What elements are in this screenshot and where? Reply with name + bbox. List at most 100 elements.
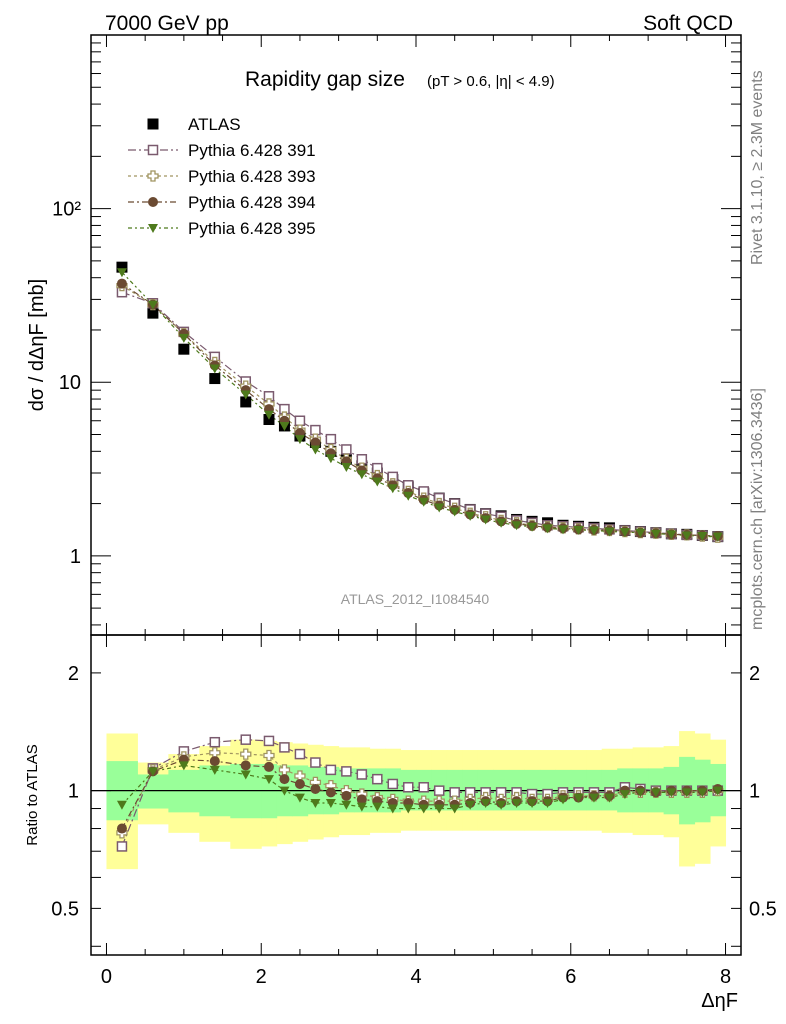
ratio-y-tick-label: 2 <box>68 663 79 685</box>
data-point <box>697 532 708 542</box>
data-point <box>604 527 615 537</box>
ratio-data-point <box>294 793 305 803</box>
ratio-data-point <box>418 782 429 793</box>
x-tick-label: 2 <box>256 966 267 988</box>
y-tick-label: 10² <box>52 199 81 221</box>
legend-label: ATLAS <box>188 115 241 134</box>
main-plot-marks <box>116 261 724 543</box>
data-point <box>527 522 538 532</box>
ratio-data-point <box>294 748 306 760</box>
ratio-data-point <box>403 782 414 793</box>
ratio-data-point <box>666 788 677 798</box>
data-point <box>310 445 321 455</box>
data-point <box>325 454 336 464</box>
ratio-y-axis-label: Ratio to ATLAS <box>24 744 41 845</box>
data-point <box>387 484 398 494</box>
ratio-data-point <box>263 749 275 762</box>
ratio-data-point <box>116 841 128 852</box>
ratio-data-point <box>310 757 321 768</box>
ratio-data-point <box>209 736 221 748</box>
ratio-data-point <box>116 823 127 834</box>
data-point <box>449 507 460 517</box>
data-point <box>588 526 599 536</box>
data-point <box>279 421 290 431</box>
ratio-data-point <box>650 788 661 798</box>
ratio-data-point <box>325 787 336 798</box>
data-point <box>403 491 414 501</box>
data-point <box>147 307 159 319</box>
data-point <box>240 396 252 408</box>
ratio-series-line <box>121 759 718 829</box>
data-point <box>178 343 190 355</box>
ratio-data-point <box>527 798 538 808</box>
data-point <box>178 333 189 343</box>
ratio-data-point <box>558 795 569 805</box>
x-tick-label: 6 <box>565 966 576 988</box>
data-point <box>496 518 507 528</box>
ratio-data-point <box>356 802 367 812</box>
ratio-data-point <box>542 798 553 808</box>
ratio-data-point <box>263 761 274 772</box>
ratio-data-point <box>240 770 251 780</box>
ratio-data-point <box>635 788 646 798</box>
ratio-data-point <box>387 778 399 790</box>
analysis-id-label: ATLAS_2012_I1084540 <box>341 591 490 607</box>
ratio-plot-marks <box>116 734 724 852</box>
ratio-data-point <box>209 756 220 767</box>
header-right-label: Soft QCD <box>643 12 733 35</box>
y-tick-label: 1 <box>70 546 81 568</box>
ratio-data-point <box>310 798 321 808</box>
x-tick-label: 4 <box>410 966 421 988</box>
ratio-data-point <box>263 735 275 747</box>
ratio-data-point <box>403 804 414 814</box>
ratio-data-point <box>604 793 615 803</box>
data-point <box>558 525 569 535</box>
ratio-series-2 <box>121 759 718 829</box>
mcplots-label: mcplots.cern.ch [arXiv:1306.3436] <box>749 388 766 630</box>
ratio-y-tick-label-right: 1 <box>749 781 760 803</box>
ratio-data-point <box>465 800 476 810</box>
ratio-data-point <box>209 765 220 775</box>
ratio-data-point <box>263 775 274 785</box>
ratio-data-point <box>240 760 251 771</box>
data-point <box>666 530 677 540</box>
ratio-data-point <box>279 786 290 796</box>
legend-marker <box>147 170 159 182</box>
ratio-data-point <box>573 793 584 803</box>
data-point <box>209 373 221 385</box>
ratio-data-point <box>325 798 336 808</box>
ratio-data-point <box>387 804 398 814</box>
data-point <box>480 515 491 525</box>
legend-label: Pythia 6.428 395 <box>188 219 316 238</box>
ratio-data-point <box>279 774 290 785</box>
chart-subtitle: (pT > 0.6, |η| < 4.9) <box>427 73 555 90</box>
data-point <box>619 528 630 538</box>
ratio-series-markers-3 <box>116 761 723 814</box>
ratio-y-tick-label-right: 2 <box>749 663 760 685</box>
ratio-data-point <box>325 764 337 776</box>
ratio-data-point <box>147 767 158 777</box>
ratio-data-point <box>356 769 368 780</box>
ratio-data-point <box>681 788 692 798</box>
series-markers-3 <box>116 278 723 542</box>
data-point <box>294 435 305 445</box>
legend-label: Pythia 6.428 391 <box>188 141 316 160</box>
ratio-data-point <box>116 800 127 810</box>
ratio-data-point <box>356 794 367 805</box>
data-point <box>209 364 220 374</box>
ratio-data-point <box>294 778 305 789</box>
data-point <box>341 444 352 455</box>
x-tick-label: 0 <box>101 966 112 988</box>
rivet-version-label: Rivet 3.1.10, ≥ 2.3M events <box>749 70 766 265</box>
legend-marker <box>147 144 159 156</box>
legend-marker <box>148 197 158 207</box>
data-point <box>650 529 661 539</box>
data-point <box>356 470 367 480</box>
data-point <box>418 497 429 507</box>
ratio-data-point <box>433 785 445 796</box>
data-point <box>116 278 127 289</box>
ratio-data-point <box>341 790 352 801</box>
data-point <box>712 532 723 542</box>
legend-marker <box>147 118 159 130</box>
